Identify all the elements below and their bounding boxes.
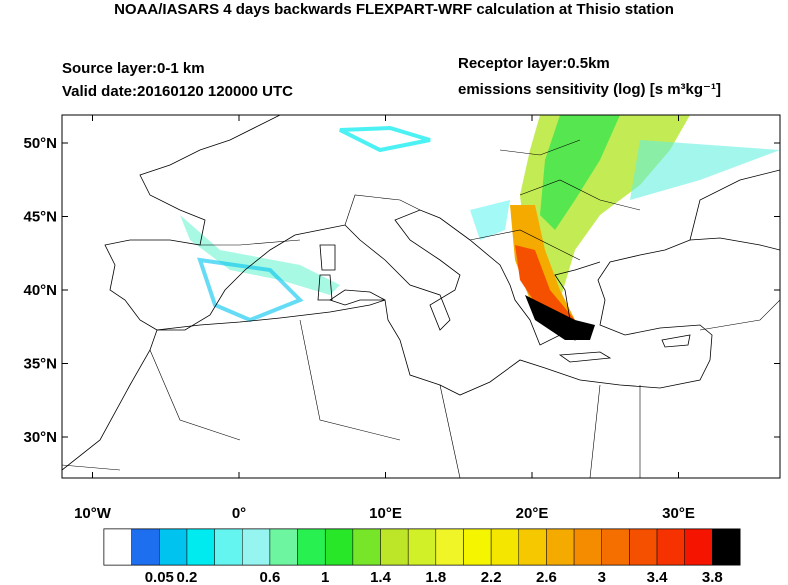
colorbar-swatch [297,528,326,566]
colorbar-swatch [629,528,658,566]
units: emissions sensitivity (log) [s m³kg⁻¹] [458,81,721,98]
lat-label: 30°N [23,429,57,446]
borders [62,139,780,478]
lon-label: 10°E [369,505,402,522]
colorbar-swatch [131,528,160,566]
colorbar-swatch [712,528,741,566]
colorbar-swatch [380,528,409,566]
colorbar-swatch [407,528,437,566]
colorbar-label: 3.8 [702,569,723,585]
colorbar-swatch [573,528,602,566]
colorbar-label: 0.2 [177,569,198,585]
colorbar-swatch [352,528,381,566]
colorbar-label: 3.4 [647,569,669,585]
valid-date: Valid date:20160120 120000 UTC [62,83,293,100]
colorbar-swatch [186,528,215,566]
map [62,115,780,478]
colorbar-label: 2.2 [481,569,502,585]
colorbar-swatch [242,528,271,566]
colorbar-swatch [435,528,464,566]
colorbar-label: 0.05 [145,569,174,585]
colorbar-swatch [601,528,630,566]
lon-label: 20°E [516,505,549,522]
colorbar-label: 2.6 [536,569,557,585]
plume [180,115,780,340]
lat-label: 35°N [23,356,57,373]
colorbar-swatch [518,528,547,566]
source-layer: Source layer:0-1 km [62,60,205,77]
lat-label: 45°N [23,209,57,226]
lat-label: 50°N [23,135,57,152]
lat-label: 40°N [23,282,57,299]
colorbar-swatch [656,528,685,566]
map-frame [61,114,781,479]
title: NOAA/IASARS 4 days backwards FLEXPART-WR… [114,1,674,18]
colorbar-swatch [324,528,354,566]
colorbar-swatch [103,528,132,566]
colorbar-label: 1.4 [370,569,392,585]
coastlines [62,115,780,471]
lon-label: 0° [232,505,246,522]
receptor-layer: Receptor layer:0.5km [458,55,610,72]
colorbar-swatch [463,528,492,566]
colorbar-swatch [214,528,243,566]
lon-label: 30°E [662,505,695,522]
lon-label: 10°W [74,505,112,522]
colorbar-label: 3 [598,569,606,585]
colorbar-swatch [269,528,298,566]
colorbar-swatch [546,528,575,566]
colorbar-swatch [684,528,713,566]
colorbar-swatch [159,528,188,566]
colorbar-swatch [490,528,520,566]
colorbar-label: 1.8 [425,569,446,585]
colorbar-label: 1 [321,569,329,585]
colorbar-label: 0.6 [259,569,280,585]
